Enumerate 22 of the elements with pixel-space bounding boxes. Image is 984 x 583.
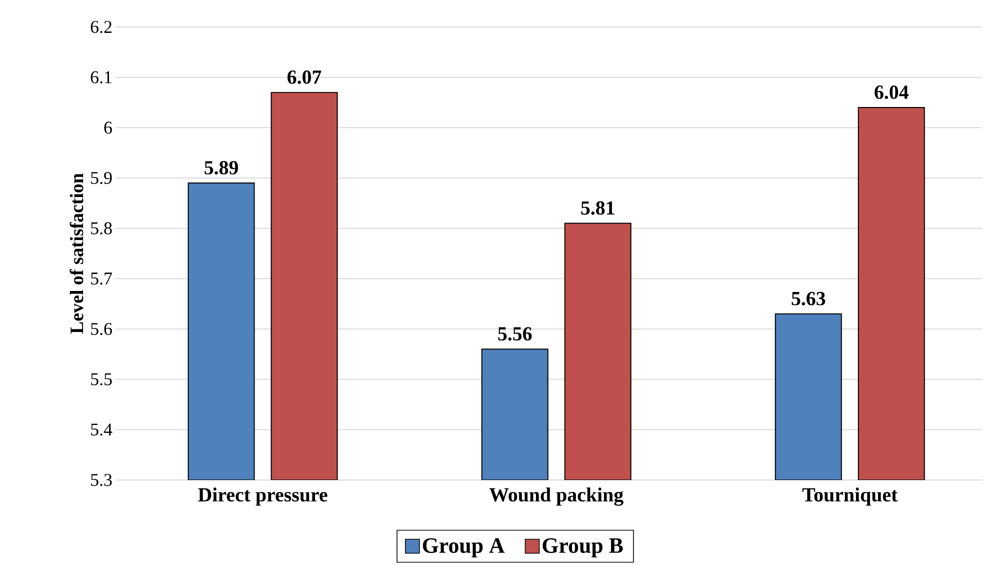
x-tick-label: Direct pressure <box>198 488 328 506</box>
data-label: 5.56 <box>498 327 532 341</box>
y-tick-label: 5.5 <box>91 373 112 386</box>
y-tick-label: 5.7 <box>91 272 112 285</box>
y-tick-label: 6.1 <box>90 71 112 84</box>
y-tick-label: 5.9 <box>91 172 112 184</box>
y-tick-label: 5.3 <box>91 474 112 486</box>
x-tick-label: Tourniquet <box>802 488 898 506</box>
y-tick-label: 5.4 <box>91 424 112 436</box>
y-tick-label: 6.2 <box>90 20 112 34</box>
y-axis-title: Level of satisfaction <box>70 173 84 334</box>
legend-label: Group B <box>542 538 623 558</box>
data-label: 5.63 <box>792 292 826 306</box>
data-label: 5.81 <box>581 201 614 215</box>
data-label: 6.04 <box>874 85 908 100</box>
y-tick-label: 5.6 <box>91 322 112 336</box>
legend-label: Group A <box>422 538 505 558</box>
y-tick-label: 5.8 <box>91 222 112 234</box>
data-label: 5.89 <box>204 160 238 175</box>
y-tick-label: 6 <box>104 122 112 134</box>
x-tick-label: Wound packing <box>489 488 624 506</box>
data-label: 6.07 <box>288 70 322 84</box>
